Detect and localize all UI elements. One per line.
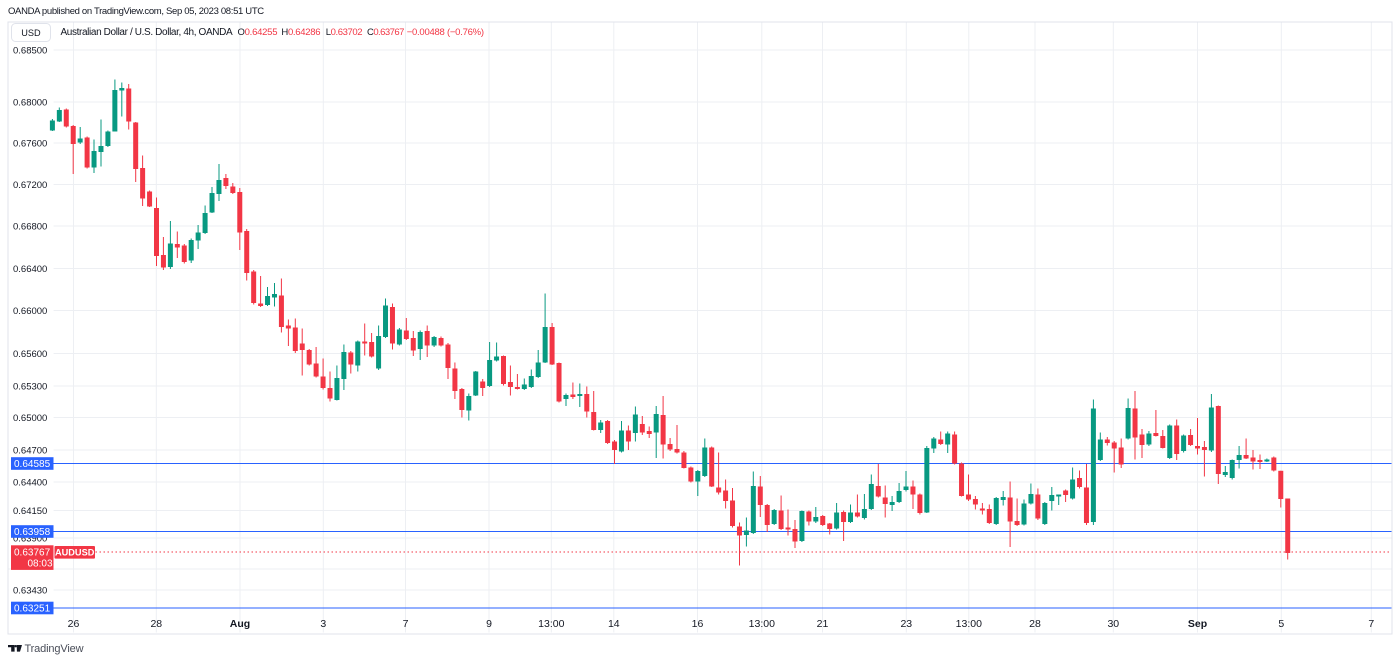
svg-text:14: 14 — [608, 618, 620, 630]
svg-text:5: 5 — [1278, 618, 1284, 630]
svg-text:Sep: Sep — [1188, 618, 1207, 630]
svg-text:OANDA published on TradingView: OANDA published on TradingView.com, Sep … — [8, 6, 264, 17]
svg-text:0.63251: 0.63251 — [14, 604, 51, 615]
svg-text:−0.00488 (−0.76%): −0.00488 (−0.76%) — [407, 27, 484, 38]
svg-text:0.63958: 0.63958 — [14, 527, 51, 538]
svg-text:7: 7 — [1368, 618, 1374, 630]
svg-text:0.67600: 0.67600 — [13, 138, 47, 149]
svg-text:0.67200: 0.67200 — [13, 180, 47, 191]
svg-text:21: 21 — [817, 618, 829, 630]
svg-text:0.65000: 0.65000 — [13, 413, 47, 424]
svg-text:13:00: 13:00 — [749, 618, 775, 630]
svg-text:0.65300: 0.65300 — [13, 381, 47, 392]
svg-text:0.66000: 0.66000 — [13, 306, 47, 317]
svg-text:O0.64255: O0.64255 — [238, 27, 278, 38]
svg-text:0.64585: 0.64585 — [14, 459, 51, 470]
svg-text:0.65600: 0.65600 — [13, 349, 47, 360]
svg-text:7: 7 — [403, 618, 409, 630]
svg-text:0.68500: 0.68500 — [13, 45, 47, 56]
svg-text:23: 23 — [900, 618, 912, 630]
svg-text:9: 9 — [486, 618, 492, 630]
svg-text:08:03: 08:03 — [28, 559, 53, 570]
svg-text:26: 26 — [68, 618, 80, 630]
svg-text:Aug: Aug — [230, 618, 250, 630]
svg-text:0.64700: 0.64700 — [13, 445, 47, 456]
svg-text:H0.64286: H0.64286 — [281, 27, 320, 38]
svg-text:28: 28 — [1029, 618, 1041, 630]
svg-text:0.64400: 0.64400 — [13, 477, 47, 488]
svg-text:TradingView: TradingView — [25, 643, 84, 655]
svg-text:0.66800: 0.66800 — [13, 221, 47, 232]
svg-text:AUDUSD: AUDUSD — [55, 548, 95, 558]
svg-text:3: 3 — [320, 618, 326, 630]
svg-text:0.63430: 0.63430 — [13, 585, 47, 596]
svg-text:Australian Dollar / U.S. Dolla: Australian Dollar / U.S. Dollar, 4h, OAN… — [61, 27, 233, 38]
svg-text:0.63900: 0.63900 — [13, 533, 47, 544]
svg-text:L0.63702: L0.63702 — [326, 27, 363, 38]
svg-text:0.63767: 0.63767 — [14, 548, 51, 559]
svg-text:0.64150: 0.64150 — [13, 506, 47, 517]
svg-text:C0.63767: C0.63767 — [367, 27, 404, 38]
svg-text:USD: USD — [21, 28, 41, 38]
svg-text:28: 28 — [150, 618, 162, 630]
svg-text:30: 30 — [1107, 618, 1119, 630]
svg-text:13:00: 13:00 — [956, 618, 982, 630]
svg-text:13:00: 13:00 — [538, 618, 564, 630]
svg-text:16: 16 — [692, 618, 704, 630]
svg-text:0.68000: 0.68000 — [13, 97, 47, 108]
svg-text:0.66400: 0.66400 — [13, 264, 47, 275]
